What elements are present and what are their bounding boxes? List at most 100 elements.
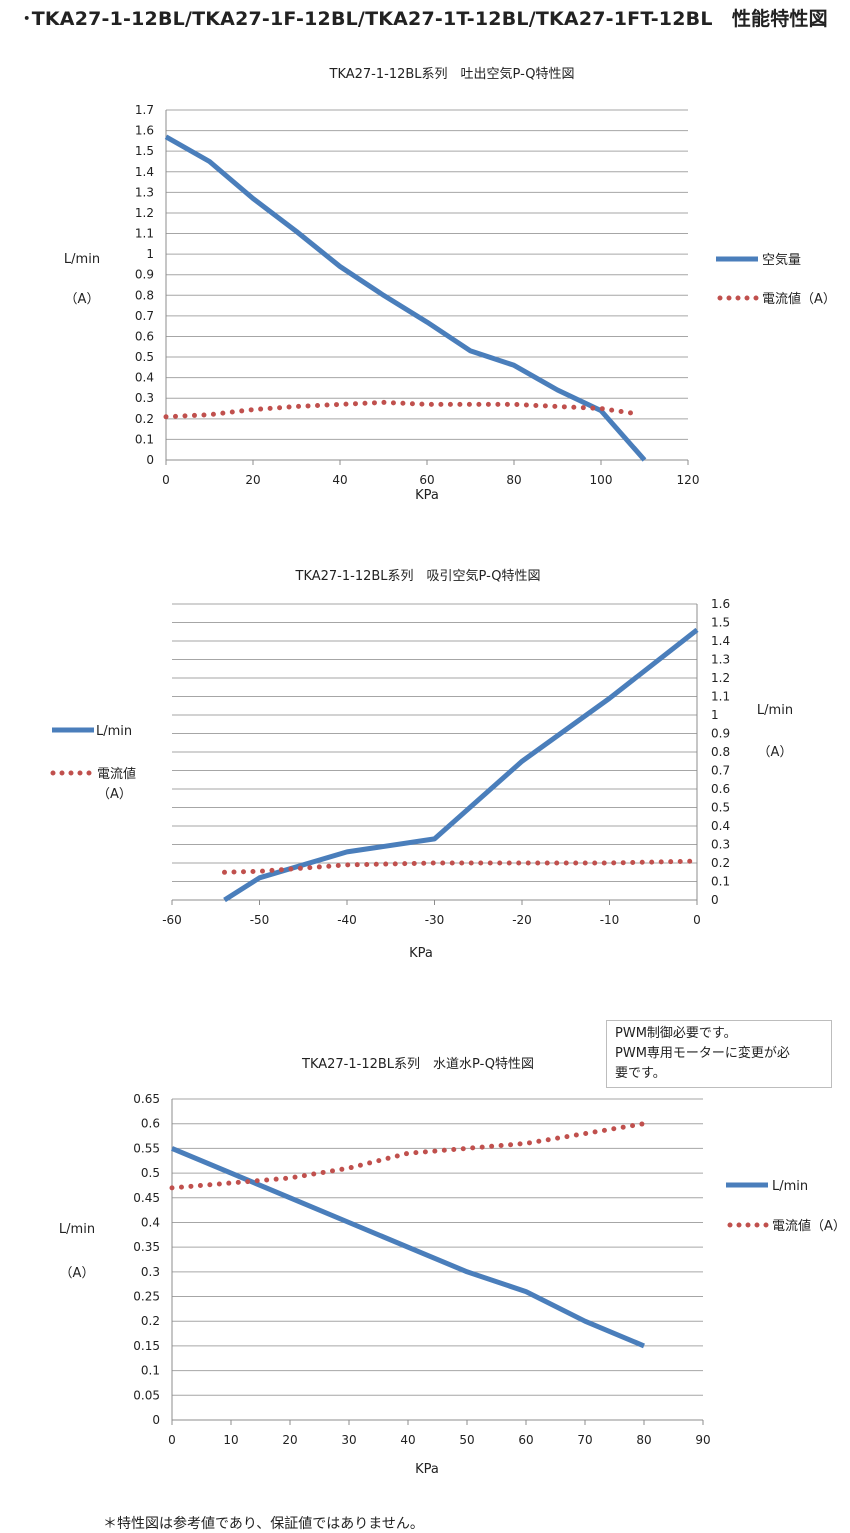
x-tick-label: -60: [162, 913, 182, 927]
x-tick-label: -40: [337, 913, 357, 927]
series-line-air: [164, 134, 647, 462]
y-tick-label: 0.5: [711, 801, 730, 815]
legend-label-current: 電流値（A）: [762, 291, 836, 307]
y-tick-label: 0.2: [711, 856, 730, 870]
page-title: ･TKA27-1-12BL/TKA27-1F-12BL/TKA27-1T-12B…: [22, 8, 828, 30]
y-tick-label: 0.5: [135, 350, 154, 364]
legend-label-air: L/min: [772, 1179, 808, 1194]
y-tick-label: 0.6: [135, 329, 154, 343]
y-tick-label: 0.45: [133, 1191, 160, 1205]
x-tick-label: 10: [223, 1433, 238, 1447]
y-tick-label: 0.8: [711, 745, 730, 759]
y-tick-label: 0.05: [133, 1388, 160, 1402]
y-tick-label: 0.1: [135, 432, 154, 446]
y-tick-label: 1.3: [135, 185, 154, 199]
y-tick-label: 0.15: [133, 1339, 160, 1353]
y-tick-label: 0.65: [133, 1092, 160, 1106]
x-tick-label: 100: [590, 473, 613, 487]
x-tick-label: 80: [636, 1433, 651, 1447]
y-tick-label: 0.6: [141, 1117, 160, 1131]
y-tick-label: 1.1: [135, 227, 154, 241]
x-tick-label: -50: [250, 913, 270, 927]
y-tick-label: 0.35: [133, 1240, 160, 1254]
discharge-air-chart: TKA27-1-12BL系列 吐出空気P-Q特性図 0 0.1 0.2 0.3 0.4 0…: [64, 66, 836, 503]
chart-title: TKA27-1-12BL系列 吐出空気P-Q特性図: [329, 66, 575, 82]
y-tick-label: 1.2: [135, 206, 154, 220]
note-line-3: 要です。: [615, 1066, 666, 1081]
y-tick-label: 0.4: [141, 1215, 160, 1229]
note-line-2: PWM専用モーターに変更が必: [615, 1046, 790, 1061]
series-line-current: [163, 399, 639, 420]
y-tick-label: 1.5: [135, 144, 154, 158]
suction-air-chart: TKA27-1-12BL系列 吸引空気P-Q特性図 0 0.1 0.2 0.3 0.4 0…: [50, 568, 793, 961]
y-tick-label: 0.3: [711, 838, 730, 852]
x-tick-label: 20: [245, 473, 260, 487]
y-tick-label: 1.6: [711, 597, 730, 611]
y-tick-label: 1.5: [711, 616, 730, 630]
y-tick-label: 1.1: [711, 690, 730, 704]
y-tick-label: 1.6: [135, 124, 154, 138]
y-tick-label: 0.5: [141, 1166, 160, 1180]
x-tick-label: 90: [695, 1433, 710, 1447]
y-axis-label-unit: L/min: [64, 252, 100, 267]
y-tick-label: 1: [711, 708, 719, 722]
legend-label-air: 空気量: [762, 252, 801, 268]
y-tick-label: 0: [146, 453, 154, 467]
y-tick-label: 1.4: [711, 634, 730, 648]
y-tick-label: 0.4: [711, 819, 730, 833]
legend-label-current: 電流値: [97, 766, 136, 782]
x-tick-label: 40: [400, 1433, 415, 1447]
y-tick-label: 0.9: [711, 727, 730, 741]
series-line-air: [223, 627, 699, 903]
y-tick-label: 0.1: [711, 875, 730, 889]
x-axis-label: KPa: [415, 488, 439, 503]
y-axis-label-unit: L/min: [757, 703, 793, 718]
note-line-1: PWM制御必要です。: [615, 1026, 737, 1041]
legend-label-current: 電流値（A）: [772, 1218, 846, 1234]
y-tick-label: 0: [711, 893, 719, 907]
y-tick-label: 0.2: [135, 412, 154, 426]
y-tick-label: 0.3: [141, 1265, 160, 1279]
x-axis-label: KPa: [415, 1462, 439, 1477]
x-tick-label: -30: [425, 913, 445, 927]
y-tick-label: 0: [152, 1413, 160, 1427]
pwm-note-box: PWM制御必要です。 PWM専用モーターに変更が必 要です。: [606, 1020, 832, 1088]
x-tick-label: 30: [341, 1433, 356, 1447]
x-tick-label: 120: [677, 473, 700, 487]
y-tick-label: 0.6: [711, 782, 730, 796]
y-tick-label: 0.55: [133, 1141, 160, 1155]
x-tick-label: 50: [459, 1433, 474, 1447]
footnote: ＊特性図は参考値であり、保証値ではありません。: [103, 1516, 424, 1532]
y-tick-label: 0.1: [141, 1364, 160, 1378]
series-line-current: [222, 858, 700, 875]
x-tick-label: 60: [518, 1433, 533, 1447]
y-axis-label-current: （A）: [758, 745, 793, 760]
legend-label-current-unit: （A）: [97, 787, 132, 802]
x-tick-label: -20: [512, 913, 532, 927]
x-tick-label: 20: [282, 1433, 297, 1447]
legend-label-air: L/min: [96, 724, 132, 739]
y-tick-label: 1.4: [135, 165, 154, 179]
y-tick-label: 0.9: [135, 268, 154, 282]
y-tick-label: 0.7: [711, 764, 730, 778]
chart-title: TKA27-1-12BL系列 水道水P-Q特性図: [301, 1057, 534, 1072]
x-tick-label: 0: [168, 1433, 176, 1447]
x-tick-label: 70: [577, 1433, 592, 1447]
x-tick-label: 0: [693, 913, 701, 927]
y-tick-label: 1.7: [135, 103, 154, 117]
y-axis-label-current: （A）: [60, 1266, 95, 1281]
x-tick-label: 60: [419, 473, 434, 487]
y-tick-label: 1.2: [711, 671, 730, 685]
y-tick-label: 0.7: [135, 309, 154, 323]
y-tick-label: 1: [146, 247, 154, 261]
y-axis-label-current: （A）: [65, 292, 100, 307]
y-tick-label: 0.8: [135, 288, 154, 302]
x-axis-label: KPa: [409, 946, 433, 961]
y-tick-label: 1.3: [711, 653, 730, 667]
y-tick-label: 0.25: [133, 1290, 160, 1304]
x-tick-label: 0: [162, 473, 170, 487]
y-tick-label: 0.4: [135, 371, 154, 385]
chart-title: TKA27-1-12BL系列 吸引空気P-Q特性図: [295, 568, 541, 584]
y-tick-label: 0.2: [141, 1314, 160, 1328]
series-line-air: [171, 1146, 645, 1349]
